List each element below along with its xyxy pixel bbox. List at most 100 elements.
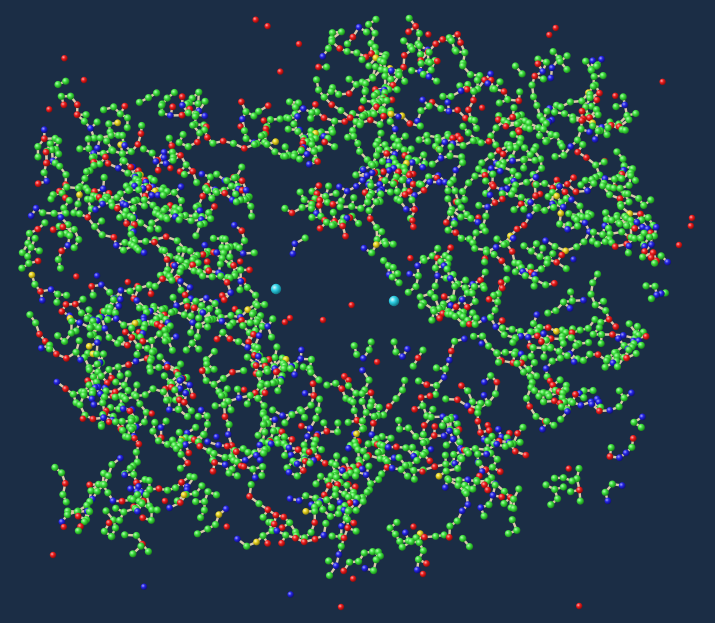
carbon-atom xyxy=(162,396,171,404)
oxygen-atom xyxy=(118,497,126,505)
carbon-atom xyxy=(501,442,509,451)
carbon-atom xyxy=(110,296,118,304)
nitrogen-atom xyxy=(227,289,235,297)
nitrogen-atom xyxy=(352,182,360,190)
nitrogen-atom xyxy=(493,440,501,448)
carbon-atom xyxy=(345,75,353,83)
carbon-atom xyxy=(133,350,141,359)
carbon-atom xyxy=(528,81,536,89)
nitrogen-atom xyxy=(359,166,367,174)
carbon-atom xyxy=(521,144,529,152)
carbon-atom xyxy=(370,567,378,575)
carbon-atom xyxy=(308,213,316,221)
carbon-atom xyxy=(201,97,209,105)
carbon-atom xyxy=(401,77,409,85)
nitrogen-atom xyxy=(271,416,279,423)
oxygen-atom xyxy=(264,102,272,109)
nitrogen-atom xyxy=(625,242,633,250)
oxygen-atom xyxy=(609,331,616,338)
sulfur-atom xyxy=(372,241,380,249)
nitrogen-atom xyxy=(408,159,416,166)
oxygen-atom xyxy=(169,103,177,111)
carbon-atom xyxy=(345,558,354,566)
oxygen-atom xyxy=(311,535,319,543)
carbon-atom xyxy=(217,272,225,280)
carbon-atom xyxy=(425,48,433,56)
carbon-atom xyxy=(532,240,541,248)
nitrogen-atom xyxy=(338,522,345,530)
nitrogen-atom xyxy=(204,438,212,446)
oxygen-atom xyxy=(449,134,457,142)
carbon-atom xyxy=(355,219,363,228)
oxygen-atom xyxy=(240,386,248,393)
carbon-atom xyxy=(154,437,163,445)
carbon-atom xyxy=(120,381,128,389)
carbon-atom xyxy=(594,127,602,135)
nitrogen-atom xyxy=(121,471,129,479)
carbon-atom xyxy=(96,134,104,142)
oxygen-atom xyxy=(180,398,188,406)
carbon-atom xyxy=(203,186,212,194)
carbon-atom xyxy=(536,253,544,261)
oxygen-atom xyxy=(341,118,349,125)
carbon-atom xyxy=(269,427,278,435)
oxygen-atom xyxy=(552,24,559,32)
carbon-atom xyxy=(269,379,277,387)
carbon-atom xyxy=(123,114,132,122)
carbon-atom xyxy=(388,273,396,281)
carbon-atom xyxy=(386,188,395,196)
carbon-atom xyxy=(39,209,47,217)
carbon-atom xyxy=(461,49,469,57)
carbon-atom xyxy=(619,93,627,101)
carbon-atom xyxy=(46,140,54,148)
carbon-atom xyxy=(567,334,576,342)
carbon-atom xyxy=(74,200,82,208)
sulfur-atom xyxy=(85,342,93,350)
oxygen-atom xyxy=(405,28,412,36)
carbon-atom xyxy=(235,338,243,346)
carbon-atom xyxy=(352,506,360,514)
carbon-atom xyxy=(130,197,138,205)
oxygen-atom xyxy=(349,33,357,41)
nitrogen-atom xyxy=(113,242,120,249)
carbon-atom xyxy=(213,189,221,197)
carbon-atom xyxy=(471,445,479,453)
carbon-atom xyxy=(433,381,441,390)
carbon-atom xyxy=(516,88,524,96)
carbon-atom xyxy=(438,422,447,430)
carbon-atom xyxy=(549,48,557,56)
carbon-atom xyxy=(616,220,624,228)
carbon-atom xyxy=(335,90,343,98)
carbon-atom xyxy=(618,175,626,183)
carbon-atom xyxy=(432,390,440,399)
oxygen-atom xyxy=(121,102,129,110)
carbon-atom xyxy=(285,114,293,122)
carbon-atom xyxy=(377,190,385,198)
carbon-atom xyxy=(608,480,616,488)
carbon-atom xyxy=(171,386,179,394)
carbon-atom xyxy=(444,226,452,234)
carbon-atom xyxy=(269,406,277,414)
carbon-atom xyxy=(282,531,290,539)
ion-layer xyxy=(270,283,400,307)
carbon-atom xyxy=(344,133,352,141)
sulfur-atom xyxy=(28,271,36,279)
carbon-atom xyxy=(156,330,164,338)
carbon-atom xyxy=(488,463,497,471)
oxygen-atom xyxy=(264,506,272,514)
oxygen-atom xyxy=(593,96,601,104)
oxygen-atom xyxy=(246,493,253,500)
carbon-atom xyxy=(56,264,65,272)
carbon-atom xyxy=(482,248,490,256)
oxygen-atom xyxy=(561,188,569,196)
carbon-atom xyxy=(249,465,257,473)
carbon-atom xyxy=(113,193,121,202)
carbon-atom xyxy=(141,391,149,399)
carbon-atom xyxy=(158,101,166,110)
carbon-atom xyxy=(261,428,269,436)
carbon-atom xyxy=(485,501,493,509)
carbon-atom xyxy=(370,110,378,118)
nitrogen-atom xyxy=(584,187,591,195)
carbon-atom xyxy=(337,542,345,550)
